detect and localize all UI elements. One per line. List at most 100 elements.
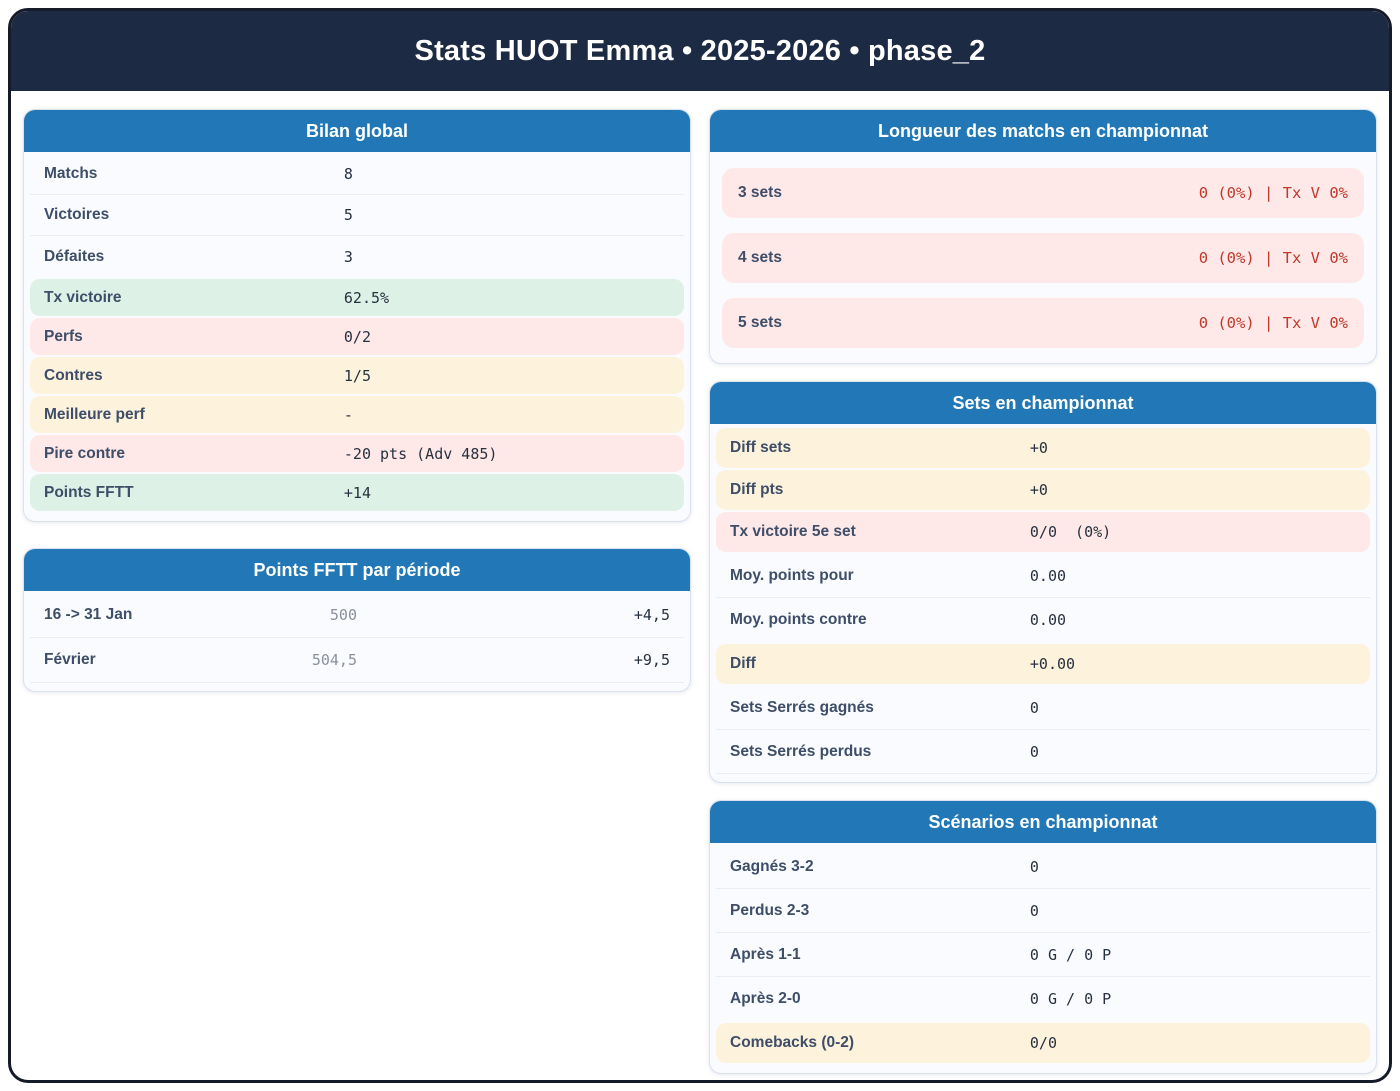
scenarios-rows: Gagnés 3-2 0 Perdus 2-3 0 Après 1-1 0 G / 0 P… — [710, 843, 1376, 1073]
page-title: Stats HUOT Emma • 2025-2026 • phase_2 — [414, 34, 986, 67]
stat-row: Diff pts +0 — [716, 470, 1370, 510]
stat-label: Diff sets — [730, 439, 792, 456]
stat-value: 0/0 (0%) — [1029, 523, 1112, 541]
period-row: 16 -> 31 Jan 500 +4,5 — [30, 593, 684, 638]
stat-value: 0 G / 0 P — [1029, 990, 1112, 1008]
stat-row: Après 2-0 0 G / 0 P — [716, 977, 1370, 1021]
stat-row: Défaites 3 — [30, 236, 684, 277]
stat-value: 0.00 — [1029, 611, 1067, 629]
stat-label: Après 2-0 — [730, 990, 801, 1007]
stat-label: Tx victoire — [44, 288, 122, 306]
stat-row: Moy. points contre 0.00 — [716, 598, 1370, 642]
stat-row: Pire contre -20 pts (Adv 485) — [30, 435, 684, 472]
stat-label: Diff — [730, 655, 756, 672]
stat-label: Diff pts — [730, 481, 784, 498]
stats-page: Stats HUOT Emma • 2025-2026 • phase_2 Bi… — [8, 8, 1392, 1083]
sets-rows: Diff sets +0 Diff pts +0 Tx victoire 5e set 0… — [710, 424, 1376, 782]
match-length-value: 0 (0%) | Tx V 0% — [1198, 249, 1348, 267]
match-length-row: 3 sets 0 (0%) | Tx V 0% — [722, 168, 1364, 218]
bilan-rows: Matchs 8 Victoires 5 Défaites 3 Tx victoire 62.… — [24, 152, 690, 521]
stat-label: Victoires — [44, 206, 110, 223]
stat-row: Diff +0.00 — [716, 644, 1370, 684]
stat-row: Matchs 8 — [30, 154, 684, 195]
stat-label: Comebacks (0-2) — [730, 1034, 855, 1051]
stat-value: 8 — [343, 165, 353, 183]
stat-value: 0.00 — [1029, 566, 1067, 585]
panel-sets-championnat: Sets en championnat Diff sets +0 Diff pts +… — [709, 381, 1377, 783]
stat-row: Perdus 2-3 0 — [716, 889, 1370, 933]
panel-title-sets-championnat: Sets en championnat — [710, 382, 1376, 424]
left-column: Bilan global Matchs 8 Victoires 5 Défaites 3 T… — [23, 109, 691, 1074]
stat-label: Sets Serrés perdus — [730, 742, 872, 760]
match-length-label: 3 sets — [738, 184, 782, 201]
content-area: Bilan global Matchs 8 Victoires 5 Défaites 3 T… — [11, 91, 1389, 1080]
match-length-row: 5 sets 0 (0%) | Tx V 0% — [722, 298, 1364, 348]
panel-points-fftt-periode: Points FFTT par période 16 -> 31 Jan 500 +… — [23, 548, 691, 692]
panel-title-scenarios-championnat: Scénarios en championnat — [710, 801, 1376, 843]
match-length-label: 4 sets — [738, 249, 782, 266]
stat-value: -20 pts (Adv 485) — [343, 444, 498, 463]
stat-label: Meilleure perf — [44, 405, 145, 423]
stat-value: 0/2 — [343, 327, 371, 346]
match-length-value: 0 (0%) | Tx V 0% — [1198, 184, 1348, 202]
stat-row: Comebacks (0-2) 0/0 — [716, 1023, 1370, 1063]
stat-row: Après 1-1 0 G / 0 P — [716, 933, 1370, 977]
stat-label: Moy. points contre — [730, 611, 867, 628]
stat-value: 0 — [1029, 901, 1039, 920]
stat-label: Perfs — [44, 327, 83, 345]
period-delta-value: +4,5 — [633, 606, 670, 624]
match-length-row: 4 sets 0 (0%) | Tx V 0% — [722, 233, 1364, 283]
period-delta-value: +9,5 — [633, 651, 670, 669]
period-points-value: 504,5 — [311, 651, 357, 669]
period-row: Février 504,5 +9,5 — [30, 638, 684, 683]
stat-row: Diff sets +0 — [716, 428, 1370, 468]
stat-label: Tx victoire 5e set — [730, 523, 856, 540]
stat-value: +14 — [343, 483, 371, 502]
stat-value: +0 — [1029, 481, 1048, 499]
stat-label: Perdus 2-3 — [730, 901, 810, 919]
stat-value: 62.5% — [343, 288, 390, 307]
stat-row: Meilleure perf - — [30, 396, 684, 433]
stat-row: Tx victoire 5e set 0/0 (0%) — [716, 512, 1370, 552]
panel-bilan-global: Bilan global Matchs 8 Victoires 5 Défaites 3 T… — [23, 109, 691, 522]
stat-row: Points FFTT +14 — [30, 474, 684, 511]
stat-label: Gagnés 3-2 — [730, 857, 814, 875]
stat-label: Défaites — [44, 247, 105, 265]
stat-row: Contres 1/5 — [30, 357, 684, 394]
points-periode-rows: 16 -> 31 Jan 500 +4,5 Février 504,5 +9,5 — [24, 591, 690, 691]
stat-label: Pire contre — [44, 444, 125, 462]
longueur-rows: 3 sets 0 (0%) | Tx V 0% 4 sets 0 (0%) | Tx … — [710, 152, 1376, 363]
right-column: Longueur des matchs en championnat 3 set… — [709, 109, 1377, 1074]
stat-row: Perfs 0/2 — [30, 318, 684, 355]
stat-value: 0 G / 0 P — [1029, 945, 1112, 964]
stat-label: Points FFTT — [44, 483, 134, 501]
stat-value: 0 — [1029, 857, 1039, 876]
stat-value: 5 — [343, 206, 353, 224]
period-label: 16 -> 31 Jan — [44, 606, 133, 623]
stat-value: 0 — [1029, 698, 1039, 717]
stat-label: Matchs — [44, 165, 98, 182]
stat-row: Sets Serrés gagnés 0 — [716, 686, 1370, 730]
app-header: Stats HUOT Emma • 2025-2026 • phase_2 — [11, 11, 1389, 91]
stat-row: Victoires 5 — [30, 195, 684, 236]
stat-label: Moy. points pour — [730, 566, 854, 584]
stat-value: - — [343, 405, 353, 424]
match-length-value: 0 (0%) | Tx V 0% — [1198, 314, 1348, 332]
stat-value: +0 — [1029, 439, 1048, 457]
panel-longueur-matchs: Longueur des matchs en championnat 3 set… — [709, 109, 1377, 364]
stat-row: Moy. points pour 0.00 — [716, 554, 1370, 598]
match-length-label: 5 sets — [738, 314, 782, 331]
stat-row: Tx victoire 62.5% — [30, 279, 684, 316]
stat-value: +0.00 — [1029, 655, 1076, 673]
stat-value: 0 — [1029, 742, 1039, 761]
panel-title-longueur-matchs: Longueur des matchs en championnat — [710, 110, 1376, 152]
stat-row: Gagnés 3-2 0 — [716, 845, 1370, 889]
stat-value: 1/5 — [343, 366, 371, 385]
panel-title-points-fftt-periode: Points FFTT par période — [24, 549, 690, 591]
period-label: Février — [44, 651, 96, 668]
stat-label: Sets Serrés gagnés — [730, 698, 874, 716]
panel-scenarios-championnat: Scénarios en championnat Gagnés 3-2 0 Perd… — [709, 800, 1377, 1074]
period-points-value: 500 — [329, 606, 357, 624]
stat-value: 3 — [343, 247, 353, 266]
stat-row: Sets Serrés perdus 0 — [716, 730, 1370, 774]
